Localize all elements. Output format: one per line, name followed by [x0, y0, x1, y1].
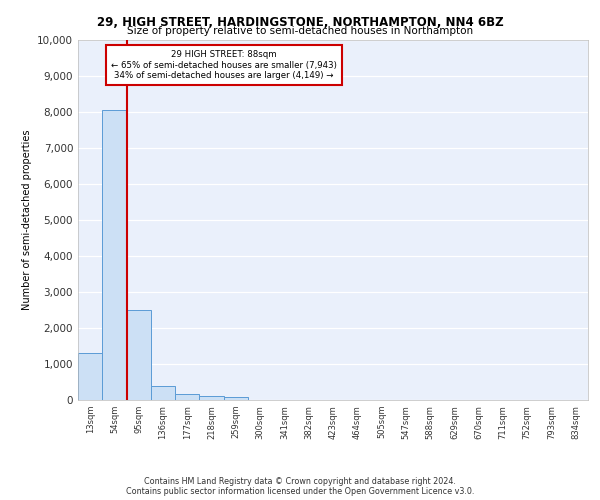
- Text: Contains HM Land Registry data © Crown copyright and database right 2024.
Contai: Contains HM Land Registry data © Crown c…: [126, 476, 474, 496]
- Y-axis label: Number of semi-detached properties: Number of semi-detached properties: [22, 130, 32, 310]
- Bar: [78, 353, 102, 400]
- Bar: [175, 394, 199, 400]
- Bar: [151, 386, 175, 400]
- Text: Size of property relative to semi-detached houses in Northampton: Size of property relative to semi-detach…: [127, 26, 473, 36]
- Bar: [224, 398, 248, 400]
- Bar: [199, 396, 224, 400]
- Bar: [127, 310, 151, 400]
- Text: 29, HIGH STREET, HARDINGSTONE, NORTHAMPTON, NN4 6BZ: 29, HIGH STREET, HARDINGSTONE, NORTHAMPT…: [97, 16, 503, 29]
- Bar: [102, 110, 127, 400]
- Text: 29 HIGH STREET: 88sqm
← 65% of semi-detached houses are smaller (7,943)
34% of s: 29 HIGH STREET: 88sqm ← 65% of semi-deta…: [111, 50, 337, 80]
